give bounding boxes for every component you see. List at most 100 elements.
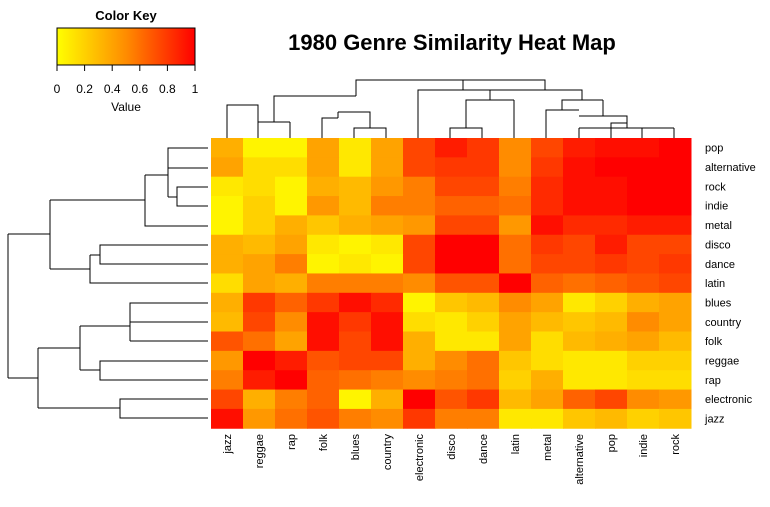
heatmap-cell-rock-metal — [531, 176, 564, 197]
heatmap-cell-reggae-pop — [595, 350, 628, 371]
heatmap-cell-country-dance — [467, 312, 500, 332]
heatmap-cell-dance-country — [371, 254, 404, 274]
column-label-metal: metal — [542, 434, 554, 461]
heatmap-cell-blues-latin — [499, 292, 532, 313]
row-label-reggae: reggae — [705, 356, 739, 368]
color-key: Color Key 0 0.2 0.4 0.6 0.8 1 Value — [54, 8, 199, 114]
heatmap-cell-disco-latin — [499, 234, 532, 255]
heatmap-cell-country-pop — [595, 312, 628, 332]
heatmap-cell-metal-electronic — [403, 215, 436, 236]
heatmap-cell-rap-indie — [627, 370, 660, 391]
color-key-ticks: 0 0.2 0.4 0.6 0.8 1 — [54, 65, 199, 96]
heatmap-cell-rock-dance — [467, 176, 500, 197]
heatmap-cell-latin-rock — [659, 273, 692, 294]
heatmap-cell-alternative-rap — [275, 157, 308, 178]
heatmap-cell-alternative-jazz — [211, 157, 244, 178]
heatmap-cell-indie-rock — [659, 196, 692, 216]
heatmap-cell-rap-rap — [275, 370, 308, 391]
heatmap-cell-rap-reggae — [243, 370, 276, 391]
heatmap-cell-rap-electronic — [403, 370, 436, 391]
heatmap-cell-latin-rap — [275, 273, 308, 294]
heatmap-cell-dance-alternative — [563, 254, 596, 274]
heatmap-cell-electronic-alternative — [563, 389, 596, 410]
heatmap-cell-pop-rock — [659, 138, 692, 158]
heatmap-cell-reggae-rap — [275, 350, 308, 371]
heatmap-cell-blues-country — [371, 292, 404, 313]
heatmap-cell-rock-jazz — [211, 176, 244, 197]
heatmap-cell-rap-alternative — [563, 370, 596, 391]
heatmap-cell-disco-alternative — [563, 234, 596, 255]
heatmap-cell-alternative-rock — [659, 157, 692, 178]
heatmap-cell-pop-alternative — [563, 138, 596, 158]
row-label-indie: indie — [705, 201, 728, 213]
heatmap-cell-reggae-electronic — [403, 350, 436, 371]
heatmap-cell-rock-country — [371, 176, 404, 197]
heatmap-cell-metal-folk — [307, 215, 340, 236]
heatmap-cell-jazz-rock — [659, 408, 692, 429]
color-key-tick-label: 0.6 — [131, 82, 148, 96]
heatmap-cell-metal-country — [371, 215, 404, 236]
heatmap-cell-rock-pop — [595, 176, 628, 197]
heatmap-cell-reggae-alternative — [563, 350, 596, 371]
heatmap-cell-indie-folk — [307, 196, 340, 216]
heatmap-cell-rock-reggae — [243, 176, 276, 197]
heatmap-cell-pop-country — [371, 138, 404, 158]
heatmap-cells — [211, 138, 692, 429]
heatmap-cell-electronic-pop — [595, 389, 628, 410]
heatmap-cell-electronic-indie — [627, 389, 660, 410]
heatmap-cell-folk-indie — [627, 331, 660, 352]
heatmap-cell-latin-blues — [339, 273, 372, 294]
heatmap-cell-electronic-latin — [499, 389, 532, 410]
heatmap-cell-metal-disco — [435, 215, 468, 236]
heatmap-cell-disco-indie — [627, 234, 660, 255]
row-label-metal: metal — [705, 220, 732, 232]
heatmap-cell-folk-rock — [659, 331, 692, 352]
row-dendrogram — [7, 147, 208, 419]
heatmap-cell-reggae-folk — [307, 350, 340, 371]
heatmap-cell-electronic-disco — [435, 389, 468, 410]
heatmap-cell-reggae-jazz — [211, 350, 244, 371]
heatmap-cell-country-disco — [435, 312, 468, 332]
heatmap-cell-pop-folk — [307, 138, 340, 158]
heatmap-cell-indie-alternative — [563, 196, 596, 216]
column-label-latin: latin — [510, 434, 522, 454]
heatmap-cell-folk-blues — [339, 331, 372, 352]
heatmap-cell-alternative-pop — [595, 157, 628, 178]
heatmap-cell-electronic-blues — [339, 389, 372, 410]
heatmap-cell-jazz-indie — [627, 408, 660, 429]
row-label-rap: rap — [705, 375, 721, 387]
heatmap-cell-indie-reggae — [243, 196, 276, 216]
heatmap-cell-metal-rock — [659, 215, 692, 236]
heatmap-cell-jazz-electronic — [403, 408, 436, 429]
heatmap-cell-metal-dance — [467, 215, 500, 236]
column-label-pop: pop — [606, 434, 618, 452]
heatmap-cell-latin-jazz — [211, 273, 244, 294]
heatmap-cell-disco-jazz — [211, 234, 244, 255]
color-key-xlabel: Value — [111, 100, 141, 114]
heatmap-cell-country-reggae — [243, 312, 276, 332]
heatmap-cell-indie-metal — [531, 196, 564, 216]
heatmap-cell-country-rap — [275, 312, 308, 332]
column-label-disco: disco — [446, 434, 458, 460]
heatmap-cell-dance-rock — [659, 254, 692, 274]
heatmap-cell-dance-blues — [339, 254, 372, 274]
heatmap-cell-disco-blues — [339, 234, 372, 255]
heatmap-cell-folk-rap — [275, 331, 308, 352]
heatmap-cell-pop-pop — [595, 138, 628, 158]
heatmap-cell-folk-pop — [595, 331, 628, 352]
heatmap-cell-rock-disco — [435, 176, 468, 197]
row-label-rock: rock — [705, 181, 726, 193]
color-key-tick-label: 0.4 — [104, 82, 121, 96]
heatmap-cell-latin-electronic — [403, 273, 436, 294]
heatmap-cell-dance-folk — [307, 254, 340, 274]
heatmap-cell-latin-pop — [595, 273, 628, 294]
heatmap-cell-blues-folk — [307, 292, 340, 313]
heatmap-cell-blues-jazz — [211, 292, 244, 313]
heatmap-cell-rap-jazz — [211, 370, 244, 391]
heatmap-cell-metal-indie — [627, 215, 660, 236]
heatmap-cell-electronic-reggae — [243, 389, 276, 410]
heatmap-cell-rap-metal — [531, 370, 564, 391]
heatmap-cell-rock-rap — [275, 176, 308, 197]
heatmap-cell-pop-rap — [275, 138, 308, 158]
